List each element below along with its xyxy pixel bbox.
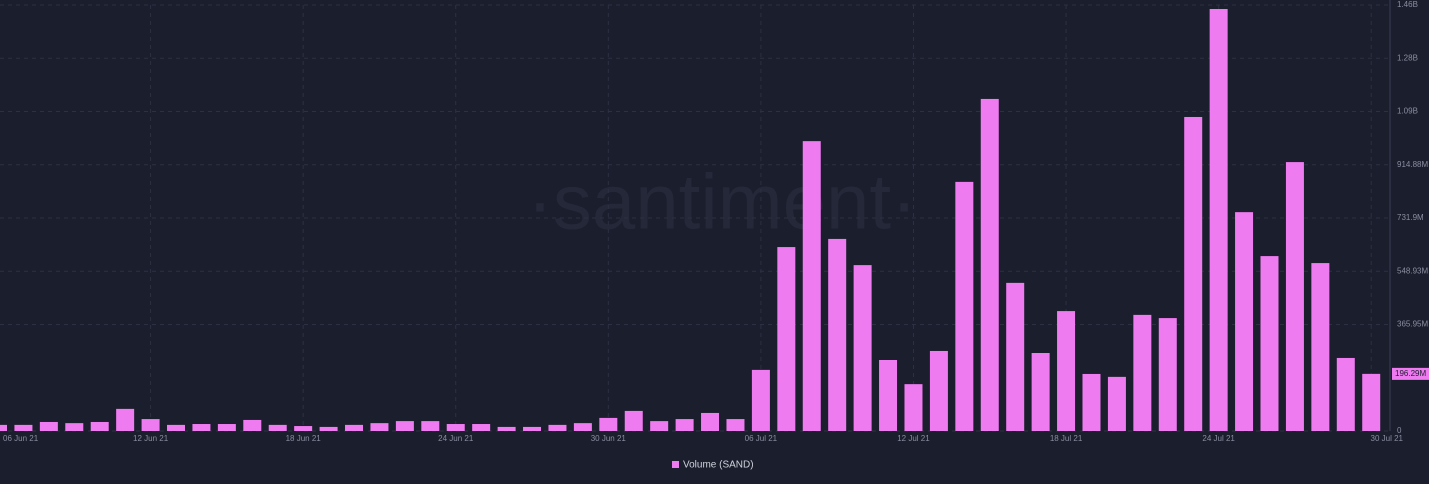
bar: [243, 419, 262, 431]
bar: [14, 424, 33, 431]
bar: [1082, 373, 1101, 431]
bar: [167, 424, 186, 431]
bar: [904, 384, 923, 431]
bar: [1260, 256, 1279, 431]
bar: [395, 421, 414, 431]
x-tick-label: 12 Jul 21: [897, 434, 930, 443]
y-tick-label: 1.09B: [1397, 107, 1418, 116]
bar: [955, 181, 974, 431]
x-tick-label: 24 Jul 21: [1202, 434, 1235, 443]
bar: [0, 424, 7, 431]
y-tick-label: 365.95M: [1397, 320, 1428, 329]
bar: [675, 419, 694, 431]
bar: [980, 98, 999, 431]
bar: [1158, 318, 1177, 431]
y-tick-label: 1.46B: [1397, 0, 1418, 9]
bar: [701, 412, 720, 431]
bar: [1362, 373, 1381, 431]
bar: [294, 426, 313, 431]
y-tick-label: 548.93M: [1397, 266, 1428, 275]
bar: [192, 424, 211, 431]
bar: [828, 238, 847, 431]
bar: [1336, 357, 1355, 431]
bar: [523, 426, 542, 431]
y-tick-label: 731.9M: [1397, 213, 1424, 222]
bar: [599, 417, 618, 431]
bar: [421, 421, 440, 431]
x-tick-label: 12 Jun 21: [133, 434, 169, 443]
bar: [1285, 162, 1304, 431]
bar: [268, 424, 287, 431]
bar: [319, 426, 338, 431]
bar: [624, 410, 643, 431]
bar: [751, 369, 770, 431]
x-tick-label: 18 Jul 21: [1050, 434, 1083, 443]
bar: [1235, 212, 1254, 431]
bar: [1184, 116, 1203, 431]
watermark: ·santiment·: [527, 158, 917, 246]
y-tick-label: 914.88M: [1397, 160, 1428, 169]
legend-swatch: [672, 461, 679, 468]
bar: [370, 423, 389, 431]
x-tick-label: 24 Jun 21: [438, 434, 474, 443]
bar: [573, 423, 592, 431]
value-label: 196.29M: [1395, 369, 1426, 378]
y-tick-label: 1.28B: [1397, 53, 1418, 62]
bar: [39, 421, 58, 431]
bar: [1006, 282, 1025, 431]
bar: [879, 359, 898, 431]
bar: [497, 426, 516, 431]
x-tick-label: 30 Jul 21: [1371, 434, 1404, 443]
bar: [90, 421, 109, 431]
value-label-bg: [1392, 367, 1429, 380]
bar: [853, 265, 872, 431]
bars: [0, 9, 1381, 431]
bar: [1031, 353, 1050, 431]
bar: [1133, 314, 1152, 431]
bar: [777, 247, 796, 431]
x-tick-label: 18 Jun 21: [286, 434, 322, 443]
bar: [802, 141, 821, 431]
y-tick-label: 0: [1397, 426, 1402, 435]
x-tick-label: 06 Jul 21: [745, 434, 778, 443]
x-tick-label: 30 Jun 21: [591, 434, 627, 443]
bar: [1209, 9, 1228, 431]
bar: [65, 423, 84, 431]
legend-label: Volume (SAND): [683, 460, 754, 471]
bar: [726, 419, 745, 431]
bar: [1107, 376, 1126, 431]
x-tick-label: 06 Jun 21: [3, 434, 39, 443]
bar: [472, 424, 491, 431]
bar: [548, 424, 567, 431]
bar: [217, 424, 236, 431]
bar: [1057, 311, 1076, 431]
bar: [1311, 263, 1330, 431]
bar: [929, 350, 948, 431]
bar: [650, 421, 669, 431]
bar: [345, 424, 364, 431]
bar: [141, 419, 160, 431]
bar: [446, 424, 465, 431]
bar: [116, 408, 135, 431]
